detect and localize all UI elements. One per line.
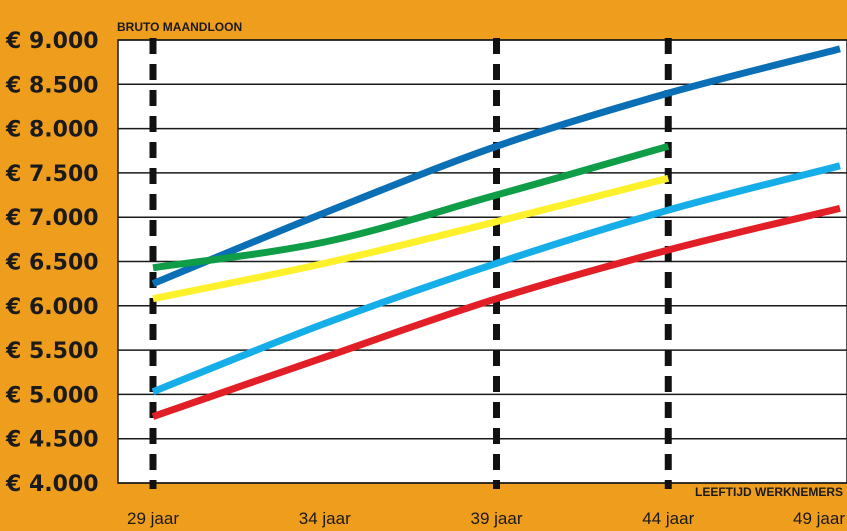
y-tick-label: € 8.000 bbox=[5, 118, 99, 143]
series-line bbox=[152, 174, 670, 303]
y-tick-label: € 9.000 bbox=[5, 29, 99, 54]
y-axis-title: BRUTO MAANDLOON bbox=[117, 20, 242, 34]
y-tick-label: € 6.500 bbox=[5, 251, 99, 276]
x-tick-label: 39 jaar bbox=[471, 509, 523, 528]
y-tick-label: € 4.500 bbox=[5, 428, 99, 453]
x-tick-label: 44 jaar bbox=[642, 509, 694, 528]
x-tick-label: 29 jaar bbox=[127, 509, 179, 528]
y-tick-label: € 5.500 bbox=[5, 339, 99, 364]
series-line bbox=[151, 45, 841, 287]
y-tick-label: € 4.000 bbox=[5, 472, 99, 497]
series-lines bbox=[151, 45, 841, 420]
x-axis-title: LEEFTIJD WERKNEMERS bbox=[695, 485, 843, 499]
y-tick-label: € 8.500 bbox=[5, 73, 99, 98]
y-tick-label: € 5.000 bbox=[5, 383, 99, 408]
x-tick-label: 34 jaar bbox=[299, 509, 351, 528]
x-tick-labels: 29 jaar 34 jaar 39 jaar 44 jaar 49 jaar bbox=[127, 509, 845, 528]
gridlines bbox=[118, 39, 847, 484]
x-tick-label: 49 jaar bbox=[793, 509, 845, 528]
series-line bbox=[151, 204, 841, 420]
y-tick-label: € 7.000 bbox=[5, 206, 99, 231]
series-line bbox=[152, 142, 670, 272]
series-line bbox=[151, 162, 841, 395]
y-tick-label: € 7.500 bbox=[5, 162, 99, 187]
y-tick-label: € 6.000 bbox=[5, 295, 99, 320]
y-tick-labels: € 9.000 € 8.500 € 8.000 € 7.500 € 7.000 € 6.5… bbox=[5, 29, 99, 497]
